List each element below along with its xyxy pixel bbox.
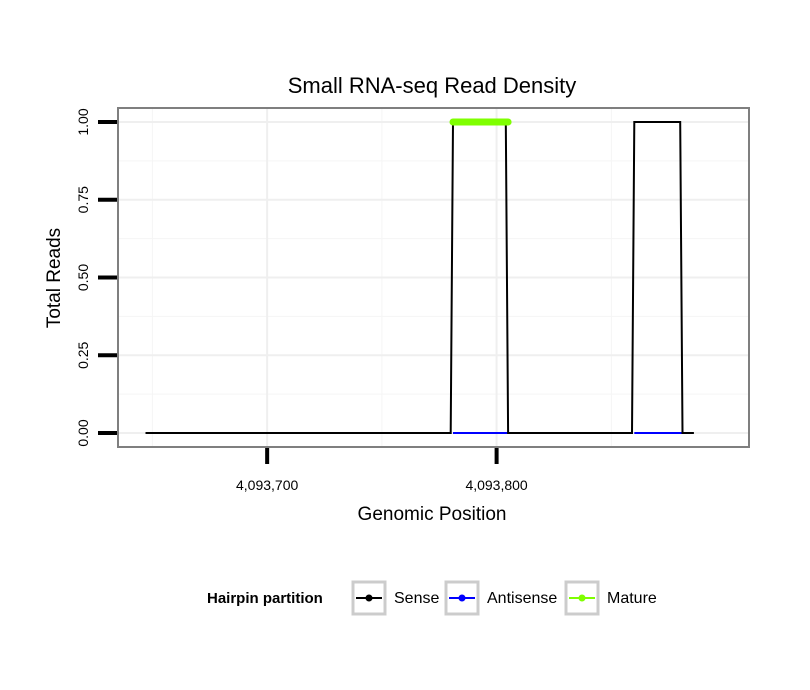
y-tick-label: 0.25 bbox=[75, 341, 91, 368]
legend-key-box bbox=[564, 580, 600, 616]
x-tick-label: 4,093,700 bbox=[236, 477, 298, 493]
legend-key-dot bbox=[578, 594, 586, 602]
legend-entry-label: Sense bbox=[394, 590, 439, 607]
legend: Hairpin partition Sense Antisense Mature bbox=[207, 580, 657, 616]
legend-key-dot bbox=[458, 594, 466, 602]
legend-key-dot bbox=[365, 594, 373, 602]
plot-area: 0.00 0.25 0.50 0.75 1.00 4,093,700 4,093,800 bbox=[75, 107, 750, 493]
plot-border bbox=[117, 107, 750, 448]
legend-entry-label: Antisense bbox=[487, 590, 557, 607]
x-tick-label: 4,093,800 bbox=[465, 477, 527, 493]
y-tick-label: 0.00 bbox=[75, 419, 91, 446]
y-tick-label: 0.50 bbox=[75, 264, 91, 291]
x-axis-label: Genomic Position bbox=[358, 504, 507, 525]
legend-entry-label: Mature bbox=[607, 590, 657, 607]
y-axis-label: Total Reads bbox=[44, 228, 65, 328]
chart-title: Small RNA-seq Read Density bbox=[288, 73, 577, 98]
legend-title: Hairpin partition bbox=[207, 590, 323, 607]
series-line-sense bbox=[145, 121, 694, 434]
y-tick-label: 0.75 bbox=[75, 186, 91, 213]
y-tick-label: 1.00 bbox=[75, 108, 91, 135]
